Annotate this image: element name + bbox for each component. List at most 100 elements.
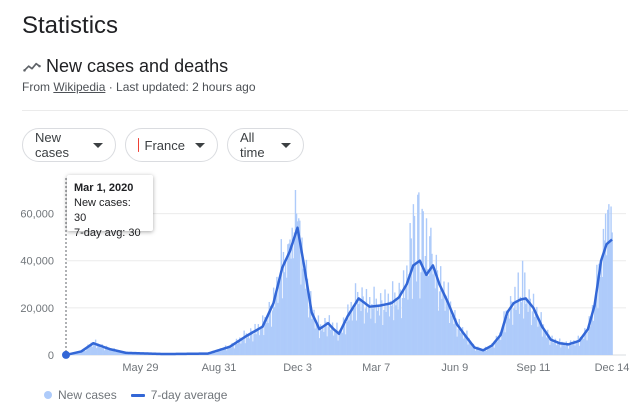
new-cases-bar (360, 311, 362, 355)
legend-item-average: 7-day average (130, 388, 227, 402)
trending-icon (23, 62, 41, 72)
new-cases-bar (286, 277, 288, 355)
new-cases-bar (554, 338, 557, 355)
new-cases-bar (100, 347, 102, 355)
new-cases-bar (536, 306, 538, 355)
new-cases-bar (560, 347, 562, 355)
new-cases-bar (528, 289, 530, 355)
new-cases-bar (240, 343, 242, 355)
new-cases-bar (305, 259, 308, 355)
new-cases-bar (407, 299, 409, 355)
page-title: Statistics (22, 12, 119, 39)
new-cases-bar (292, 258, 294, 355)
new-cases-bar (584, 328, 586, 355)
new-cases-bar (311, 318, 313, 355)
new-cases-bar (580, 339, 583, 355)
new-cases-bar (233, 348, 236, 355)
new-cases-bar (351, 320, 353, 355)
new-cases-bar (225, 350, 228, 355)
new-cases-bar (515, 309, 517, 355)
new-cases-bar (330, 326, 333, 355)
new-cases-bar (310, 291, 312, 355)
new-cases-bar (456, 336, 458, 355)
new-cases-bar (331, 322, 334, 355)
new-cases-bar (474, 350, 477, 355)
cases-chart[interactable]: 0 20,000 40,000 60,000 May 29 Aug 31 Dec 3 Mar … (0, 170, 640, 385)
new-cases-bar (519, 296, 522, 355)
new-cases-bar (277, 302, 279, 355)
new-cases-bar (471, 346, 474, 355)
new-cases-bar (112, 350, 114, 355)
new-cases-bar (588, 316, 590, 355)
new-cases-bar (269, 305, 272, 355)
x-tick-label: Jun 9 (441, 362, 468, 374)
new-cases-bar (343, 319, 346, 355)
new-cases-bar (505, 310, 507, 355)
new-cases-bar (300, 284, 302, 355)
new-cases-bar (363, 323, 365, 355)
new-cases-bar (375, 298, 377, 355)
new-cases-bar (293, 232, 296, 355)
new-cases-bar (312, 314, 314, 355)
france-flag-icon (138, 138, 139, 152)
new-cases-bar (350, 301, 352, 355)
country-dropdown[interactable]: France (125, 128, 218, 162)
new-cases-bar (253, 334, 255, 355)
new-cases-bar (128, 353, 131, 355)
cases-chart-svg[interactable]: 0 20,000 40,000 60,000 May 29 Aug 31 Dec 3 Mar … (0, 170, 640, 385)
new-cases-bar (322, 326, 324, 355)
new-cases-bar (401, 298, 404, 355)
new-cases-bar (596, 264, 598, 355)
new-cases-bar (447, 282, 450, 355)
new-cases-bar (540, 312, 542, 355)
new-cases-bar (393, 320, 395, 355)
new-cases-bar (398, 282, 400, 355)
metric-dropdown[interactable]: New cases (22, 128, 116, 162)
new-cases-bar (215, 352, 217, 355)
time-range-dropdown[interactable]: All time (227, 128, 304, 162)
new-cases-bar (597, 308, 599, 355)
new-cases-bar (443, 281, 445, 355)
new-cases-bar (458, 318, 460, 355)
new-cases-bar (436, 270, 439, 355)
new-cases-bar (88, 347, 90, 355)
new-cases-bar (382, 325, 384, 355)
new-cases-bar (99, 345, 101, 355)
new-cases-bar (438, 291, 441, 355)
new-cases-bar (523, 318, 525, 355)
new-cases-bar (84, 348, 86, 355)
chart-legend: New cases 7-day average (44, 388, 241, 402)
new-cases-bar (79, 352, 82, 355)
new-cases-bar (483, 349, 486, 355)
new-cases-bar (217, 349, 219, 355)
new-cases-bar (552, 342, 554, 355)
wikipedia-link[interactable]: Wikipedia (53, 80, 106, 94)
new-cases-bar (105, 345, 108, 355)
new-cases-bar (513, 308, 515, 355)
new-cases-bar (346, 321, 348, 355)
new-cases-bar (394, 292, 396, 355)
new-cases-bar (366, 312, 369, 355)
new-cases-bar (80, 351, 83, 355)
new-cases-bar (232, 343, 234, 355)
new-cases-bar (104, 348, 107, 355)
new-cases-bar (90, 342, 92, 355)
new-cases-bar (77, 353, 79, 355)
new-cases-bar (280, 239, 282, 355)
new-cases-bar (501, 330, 503, 355)
new-cases-bar (589, 326, 592, 355)
new-cases-bar (242, 339, 244, 355)
new-cases-bar (544, 331, 547, 355)
new-cases-bar (574, 345, 576, 355)
new-cases-bar (473, 346, 476, 355)
new-cases-bar (271, 310, 274, 355)
new-cases-bar (569, 340, 572, 355)
new-cases-bar (378, 315, 381, 355)
new-cases-bar (315, 320, 317, 355)
new-cases-bar (568, 345, 571, 355)
new-cases-bar (220, 348, 222, 355)
new-cases-bar (357, 291, 359, 355)
new-cases-bar (228, 347, 230, 355)
new-cases-bar (608, 204, 610, 355)
new-cases-bar (313, 309, 315, 355)
